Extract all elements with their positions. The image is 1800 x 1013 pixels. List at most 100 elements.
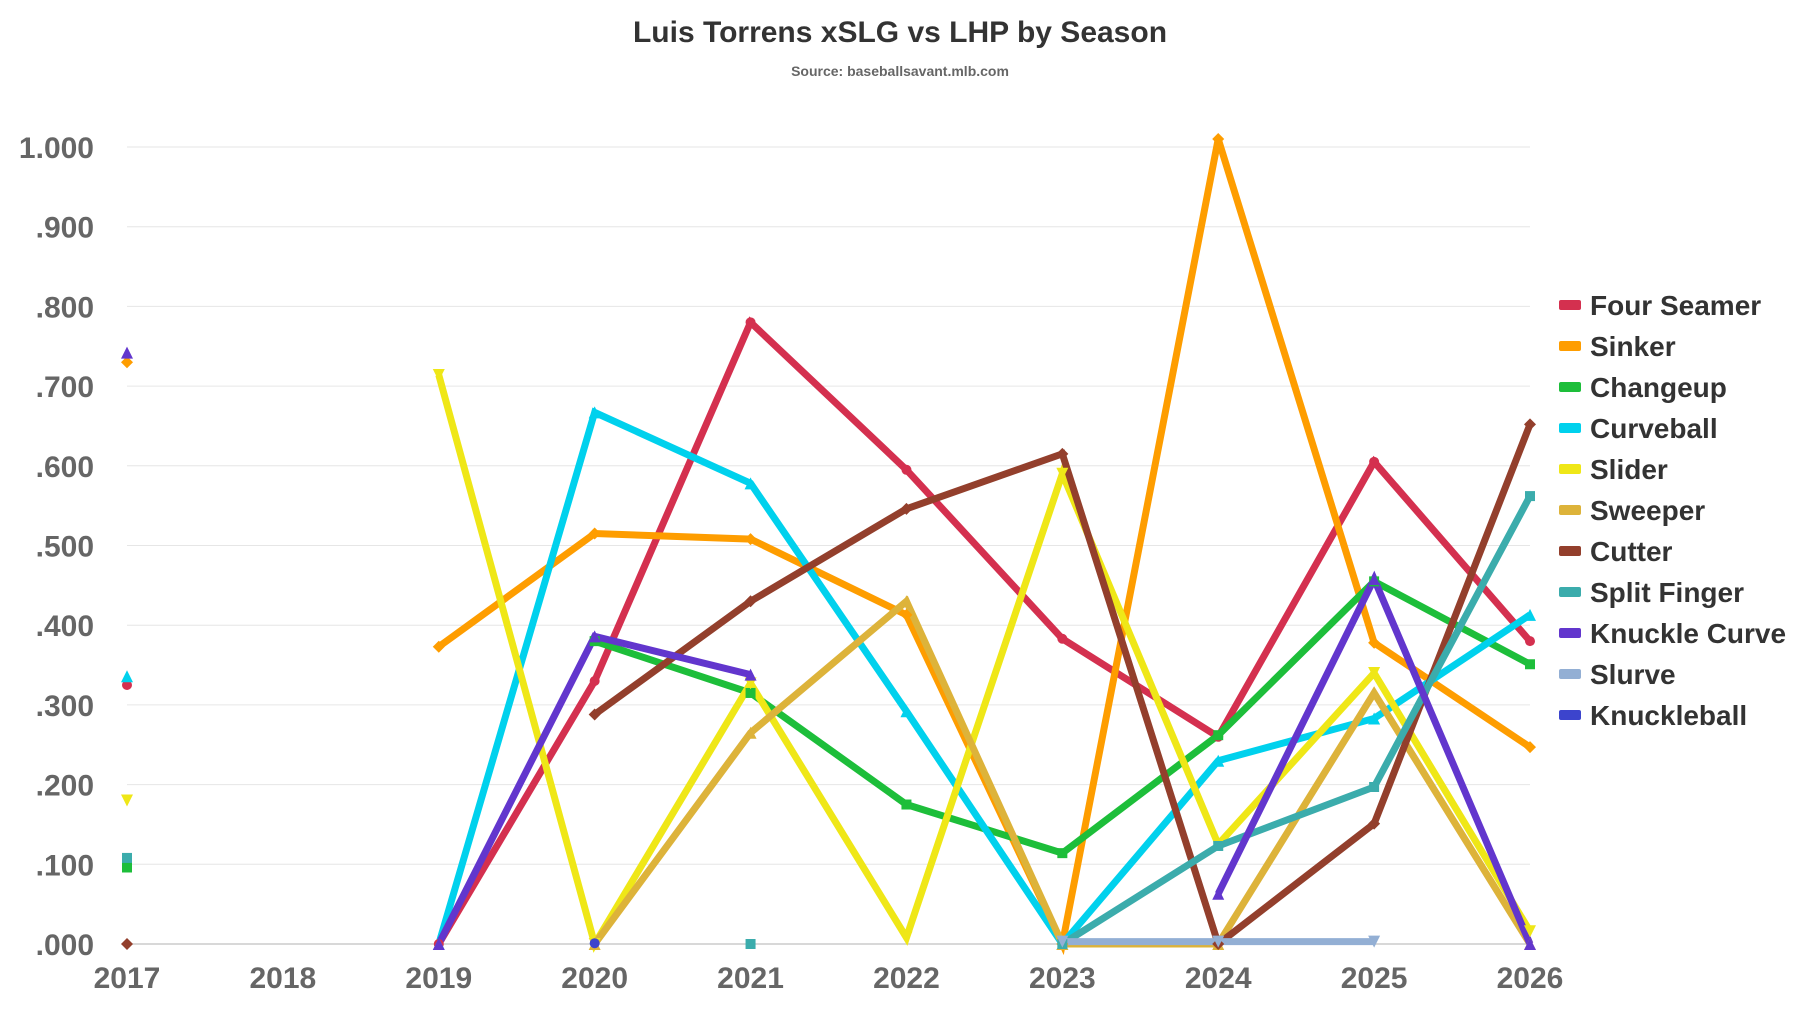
data-point-cutter — [1056, 447, 1069, 460]
data-point-sweeper — [900, 595, 913, 608]
legend-swatch-four-seamer — [1559, 300, 1581, 310]
x-axis-ticks: 2017 2018 2019 2020 2021 2022 2023 2024 2025 2026 — [94, 962, 1564, 995]
data-point-knuckle-curve — [744, 668, 757, 681]
x-tick-label: 2025 — [1341, 962, 1408, 995]
y-tick-label: .500 — [36, 531, 94, 564]
x-tick-label: 2023 — [1029, 962, 1096, 995]
x-tick-label: 2022 — [873, 962, 940, 995]
legend-label-four-seamer: Four Seamer — [1590, 290, 1761, 321]
x-tick-label: 2019 — [405, 962, 472, 995]
data-point-cutter — [1524, 418, 1536, 431]
data-point-cutter — [900, 502, 913, 515]
data-point-four-seamer — [122, 679, 132, 690]
x-tick-label: 2018 — [250, 962, 317, 995]
data-point-sinker — [1368, 636, 1381, 649]
y-tick-label: .400 — [36, 610, 94, 643]
data-point-knuckle-curve — [1212, 887, 1225, 900]
legend-swatch-slurve — [1559, 669, 1581, 679]
data-point-curveball — [744, 477, 757, 490]
data-point-sinker — [1524, 741, 1536, 754]
legend-label-split-finger: Split Finger — [1590, 577, 1744, 608]
y-tick-label: .300 — [36, 690, 94, 723]
data-point-cutter — [121, 938, 133, 950]
data-point-changeup — [1057, 848, 1068, 859]
data-point-changeup — [1213, 730, 1224, 741]
y-tick-label: .700 — [36, 371, 94, 404]
y-axis-ticks: .000 .100 .200 .300 .400 .500 .600 .700 .800 .900… — [19, 132, 94, 962]
legend-label-slider: Slider — [1590, 454, 1668, 485]
data-point-changeup — [901, 799, 912, 810]
grid-lines — [127, 146, 1530, 945]
series-line-split-finger — [1060, 494, 1534, 947]
y-tick-label: .000 — [36, 929, 94, 962]
data-point-four-seamer — [589, 675, 600, 686]
data-point-four-seamer — [1525, 636, 1535, 647]
data-point-knuckle-curve — [588, 630, 601, 643]
legend-label-slurve: Slurve — [1590, 659, 1676, 690]
legend-swatch-sinker — [1559, 341, 1581, 351]
data-point-sinker — [900, 608, 913, 621]
x-tick-label: 2021 — [717, 962, 784, 995]
data-point-curveball — [1524, 608, 1536, 621]
legend-label-knuckle-curve: Knuckle Curve — [1590, 618, 1786, 649]
data-point-split-finger — [122, 852, 132, 863]
legend-label-curveball: Curveball — [1590, 413, 1718, 444]
data-point-split-finger — [1525, 491, 1535, 502]
data-point-knuckle-curve — [1524, 938, 1536, 950]
data-point-curveball — [900, 705, 913, 718]
data-point-sweeper — [1368, 686, 1381, 699]
legend-swatch-knuckleball — [1559, 710, 1581, 720]
data-point-four-seamer — [1369, 456, 1380, 467]
data-point-sinker — [1212, 133, 1225, 146]
legend: Four Seamer Sinker Changeup Curveball Slider… — [1559, 290, 1786, 731]
x-tick-label: 2017 — [94, 962, 161, 995]
legend-swatch-split-finger — [1559, 587, 1581, 597]
data-point-four-seamer — [1057, 633, 1068, 644]
legend-swatch-curveball — [1559, 423, 1581, 433]
y-tick-label: .100 — [36, 849, 94, 882]
data-point-knuckle-curve — [432, 938, 445, 950]
data-point-curveball — [1212, 754, 1225, 767]
data-point-sinker — [744, 533, 757, 546]
data-point-split-finger — [745, 939, 756, 949]
data-point-slurve — [1212, 935, 1225, 948]
legend-label-sweeper: Sweeper — [1590, 495, 1705, 526]
data-point-knuckle-curve — [121, 346, 133, 359]
data-point-curveball — [1368, 712, 1381, 725]
series-line-curveball — [435, 407, 1532, 950]
data-point-sinker — [588, 527, 601, 540]
data-point-changeup — [745, 687, 756, 698]
data-point-sweeper — [744, 726, 757, 739]
y-tick-label: .900 — [36, 212, 94, 245]
y-tick-label: 1.000 — [19, 132, 94, 165]
data-point-slider — [121, 794, 133, 807]
data-point-slider — [900, 931, 913, 944]
data-point-slurve — [1368, 935, 1381, 948]
data-point-changeup — [122, 862, 132, 873]
legend-label-knuckleball: Knuckleball — [1590, 700, 1747, 731]
y-tick-label: .800 — [36, 291, 94, 324]
series-line-four-seamer — [435, 316, 1533, 946]
data-point-sinker — [121, 356, 133, 369]
legend-swatch-knuckle-curve — [1559, 628, 1581, 638]
chart-title: Luis Torrens xSLG vs LHP by Season — [633, 16, 1167, 49]
series-markers — [121, 133, 1536, 950]
chart-subtitle: Source: baseballsavant.mlb.com — [791, 63, 1009, 79]
data-point-sinker — [432, 640, 445, 653]
legend-label-sinker: Sinker — [1590, 331, 1676, 362]
legend-swatch-slider — [1559, 464, 1581, 474]
legend-label-cutter: Cutter — [1590, 536, 1673, 567]
legend-label-changeup: Changeup — [1590, 372, 1727, 403]
data-point-curveball — [588, 406, 601, 419]
series-line-slider — [435, 374, 1533, 953]
data-point-split-finger — [1213, 840, 1224, 851]
legend-swatch-changeup — [1559, 382, 1581, 392]
data-point-four-seamer — [745, 317, 756, 328]
data-point-curveball — [121, 670, 133, 683]
data-point-changeup — [1525, 659, 1535, 670]
legend-swatch-sweeper — [1559, 505, 1581, 515]
data-point-cutter — [1368, 817, 1381, 830]
data-point-slider — [1056, 467, 1069, 480]
data-point-slurve — [1056, 935, 1069, 948]
